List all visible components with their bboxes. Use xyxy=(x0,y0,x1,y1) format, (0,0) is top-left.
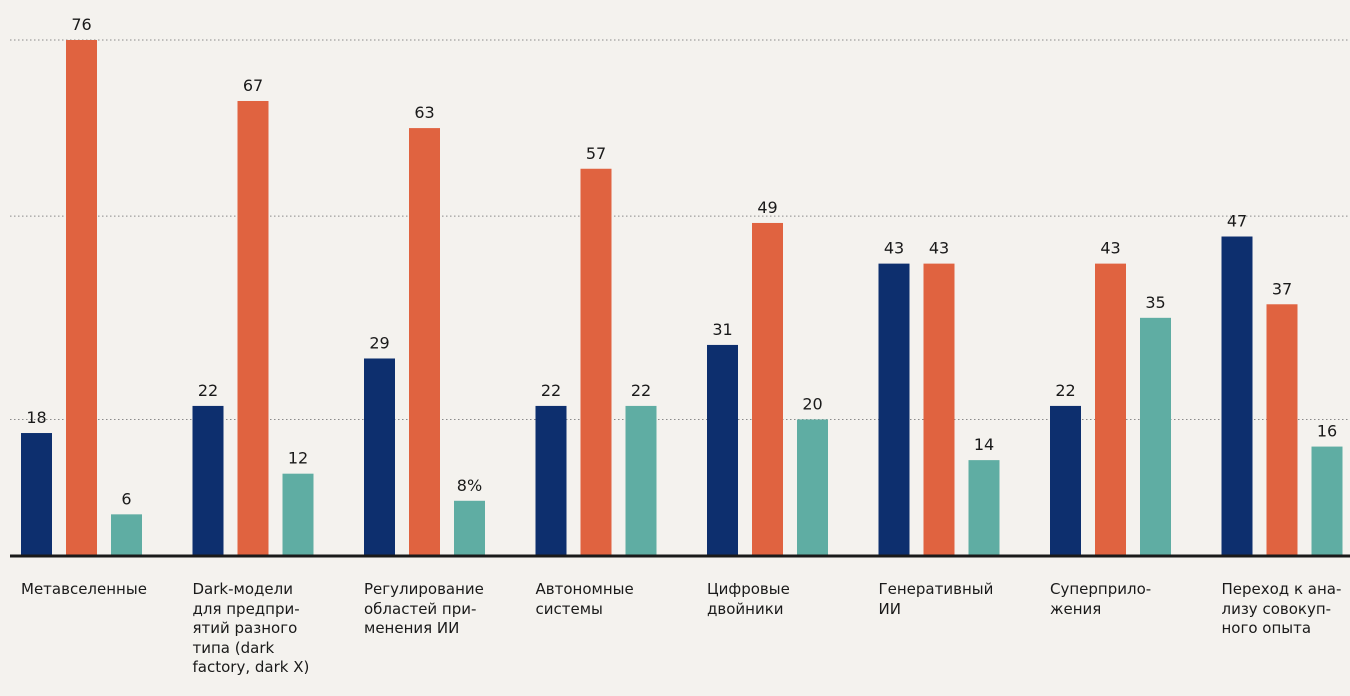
category-label: Генеративный ИИ xyxy=(878,580,994,618)
bar xyxy=(878,263,910,555)
data-label: 8% xyxy=(457,476,482,495)
category-label: Метавселенные xyxy=(21,580,147,598)
bar xyxy=(454,500,485,555)
bar xyxy=(237,100,269,555)
data-label: 22 xyxy=(631,381,651,400)
category-label: Переход к ана- лизу совокуп- ного опыта xyxy=(1221,580,1342,637)
bar xyxy=(707,344,738,555)
category-label: Цифровые двойники xyxy=(707,580,790,618)
data-label: 16 xyxy=(1317,422,1337,441)
bar xyxy=(797,419,828,555)
category-label: Автономные системы xyxy=(535,580,634,618)
bar xyxy=(192,405,224,555)
category-label: Суперприло- жения xyxy=(1050,580,1152,618)
bar xyxy=(409,128,440,555)
data-label: 49 xyxy=(757,198,777,217)
data-label: 20 xyxy=(802,394,822,413)
bar xyxy=(580,168,612,555)
data-label: 57 xyxy=(586,144,606,163)
bar xyxy=(752,222,783,556)
data-label: 18 xyxy=(26,408,46,427)
data-label: 14 xyxy=(974,435,994,454)
bar xyxy=(625,405,657,555)
bar xyxy=(1095,263,1126,555)
bar xyxy=(535,405,567,555)
gridlines xyxy=(10,39,1350,420)
data-label: 6 xyxy=(121,489,131,508)
bar xyxy=(66,40,97,555)
data-label: 43 xyxy=(884,239,904,258)
data-label: 67 xyxy=(243,76,263,95)
data-label: 12 xyxy=(288,449,308,468)
bar xyxy=(1311,446,1343,555)
data-label: 43 xyxy=(929,239,949,258)
value-labels: 18 76 6 22 67 12 29 63 8% 22 57 22 31 49 20 43 43 14 22 43 3… xyxy=(26,15,1337,508)
data-label: 63 xyxy=(414,103,434,122)
bar xyxy=(111,514,142,555)
bar xyxy=(1221,236,1253,555)
data-label: 47 xyxy=(1227,212,1247,231)
data-label: 76 xyxy=(71,15,91,34)
category-label: Dark-модели для предпри- ятий разного ти… xyxy=(192,580,310,676)
bar xyxy=(1050,405,1081,555)
data-label: 35 xyxy=(1145,293,1165,312)
bar xyxy=(364,358,395,555)
bar xyxy=(968,460,1000,555)
bar xyxy=(1266,304,1298,555)
data-label: 22 xyxy=(541,381,561,400)
data-label: 43 xyxy=(1100,239,1120,258)
data-label: 37 xyxy=(1272,279,1292,298)
data-label: 22 xyxy=(1055,381,1075,400)
data-label: 31 xyxy=(712,320,732,339)
bar xyxy=(21,433,52,555)
bar xyxy=(923,263,955,555)
bars xyxy=(21,40,1343,556)
data-label: 22 xyxy=(198,381,218,400)
bar xyxy=(282,473,314,555)
category-label: Регулирование областей при- менения ИИ xyxy=(364,580,484,637)
data-label: 29 xyxy=(369,333,389,352)
bar xyxy=(1140,317,1171,555)
